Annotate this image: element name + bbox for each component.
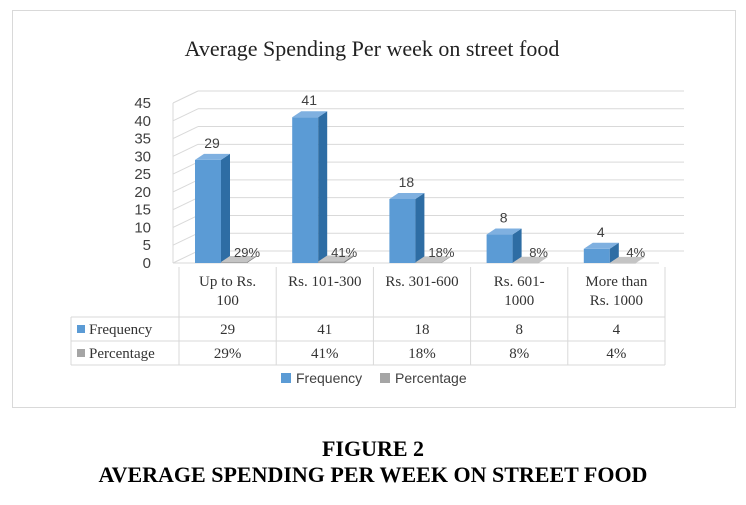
frequency-data-label: 29 xyxy=(204,135,220,151)
percentage-table-key xyxy=(77,349,85,357)
frequency-table-cell: 4 xyxy=(613,322,621,338)
gridline-side xyxy=(172,143,199,157)
percentage-bar-front xyxy=(415,262,442,263)
percentage-data-label: 18% xyxy=(428,245,454,260)
percentage-bar-side xyxy=(247,255,256,263)
legend-frequency-swatch xyxy=(281,373,291,383)
frequency-data-label: 8 xyxy=(500,210,508,226)
percentage-data-label: 8% xyxy=(529,245,548,260)
frequency-row-header: Frequency xyxy=(89,322,153,338)
x-tick-label: Rs. 301-600 xyxy=(385,274,458,290)
percentage-table-cell: 29% xyxy=(214,346,242,362)
chart-title: Average Spending Per week on street food xyxy=(185,36,560,61)
frequency-bar-side xyxy=(318,111,328,263)
frequency-data-label: 41 xyxy=(301,92,317,108)
legend-frequency-label: Frequency xyxy=(296,370,362,386)
percentage-bar-front xyxy=(512,262,539,264)
x-tick-label: Rs. 1000 xyxy=(590,293,643,309)
percentage-bar-top xyxy=(609,256,645,263)
percentage-row-header: Percentage xyxy=(89,346,155,362)
frequency-bar-front xyxy=(583,248,610,263)
percentage-table-cell: 41% xyxy=(311,346,339,362)
percentage-data-label: 29% xyxy=(234,245,260,260)
x-tick-label: 1000 xyxy=(504,293,534,309)
frequency-bar-top xyxy=(389,193,425,199)
x-tick-label: More than xyxy=(585,274,648,290)
gridline-side xyxy=(172,197,199,211)
percentage-table-cell: 18% xyxy=(408,346,436,362)
percentage-bar-side xyxy=(635,256,645,263)
frequency-bar-top xyxy=(292,111,328,118)
percentage-bar-side xyxy=(441,256,451,263)
x-tick-label: 100 xyxy=(216,293,239,309)
figure-title: AVERAGE SPENDING PER WEEK ON STREET FOOD xyxy=(98,462,648,487)
gridline-side xyxy=(172,232,199,246)
percentage-bar-top xyxy=(512,256,548,263)
figure-label: FIGURE 2 xyxy=(321,436,425,461)
frequency-bar-side xyxy=(512,228,522,263)
frequency-bar-top xyxy=(583,242,619,249)
chart-svg: Average Spending Per week on street food… xyxy=(70,36,684,386)
y-tick-label: 15 xyxy=(134,202,151,219)
percentage-bar-top xyxy=(318,255,354,262)
frequency-bar-side xyxy=(415,193,425,263)
gridline-side xyxy=(172,250,199,264)
gridline-side xyxy=(172,108,199,122)
y-tick-label: 5 xyxy=(143,237,151,254)
y-tick-label: 45 xyxy=(134,95,151,112)
frequency-bar-top xyxy=(486,228,522,235)
percentage-bar-front xyxy=(318,261,345,263)
frequency-bar-front xyxy=(292,117,319,263)
percentage-table-cell: 4% xyxy=(606,346,626,362)
x-tick-label: Up to Rs. xyxy=(199,274,256,290)
x-tick-label: Rs. 101-300 xyxy=(288,274,361,290)
percentage-data-label: 41% xyxy=(331,245,357,260)
percentage-table-cell: 8% xyxy=(509,346,529,362)
y-tick-label: 0 xyxy=(143,255,151,272)
percentage-data-label: 4% xyxy=(626,245,645,260)
percentage-bar-side xyxy=(344,255,354,263)
frequency-data-label: 4 xyxy=(597,224,605,240)
x-tick-label: Rs. 601- xyxy=(494,274,545,290)
legend-percentage-label: Percentage xyxy=(395,370,467,386)
gridline-side xyxy=(172,214,199,228)
frequency-bar-front xyxy=(389,199,416,263)
frequency-table-cell: 29 xyxy=(220,322,235,338)
frequency-bar-front xyxy=(486,234,513,263)
gridline-side xyxy=(172,90,199,104)
y-tick-label: 40 xyxy=(134,113,151,130)
percentage-bar-top xyxy=(415,256,451,263)
frequency-table-key xyxy=(77,325,85,333)
y-tick-label: 30 xyxy=(134,148,151,165)
frequency-bar-side xyxy=(609,242,619,263)
y-tick-label: 20 xyxy=(134,184,151,201)
chart-frame: Average Spending Per week on street food… xyxy=(12,10,736,408)
y-tick-label: 10 xyxy=(134,219,151,236)
frequency-bar-side xyxy=(221,153,230,263)
percentage-bar-front xyxy=(221,261,247,263)
y-tick-label: 35 xyxy=(134,131,151,148)
frequency-table-cell: 18 xyxy=(415,322,430,338)
frequency-bar-top xyxy=(195,153,230,160)
percentage-bar-side xyxy=(538,256,548,263)
y-tick-label: 25 xyxy=(134,166,151,183)
frequency-bar-front xyxy=(195,159,221,263)
frequency-table-cell: 8 xyxy=(515,322,523,338)
gridline-side xyxy=(172,179,199,193)
percentage-bar-top xyxy=(221,255,256,262)
legend-percentage-swatch xyxy=(380,373,390,383)
percentage-bar-front xyxy=(609,262,636,264)
frequency-data-label: 18 xyxy=(399,174,415,190)
frequency-table-cell: 41 xyxy=(317,322,332,338)
gridline-side xyxy=(172,126,199,140)
gridline-side xyxy=(172,161,199,175)
